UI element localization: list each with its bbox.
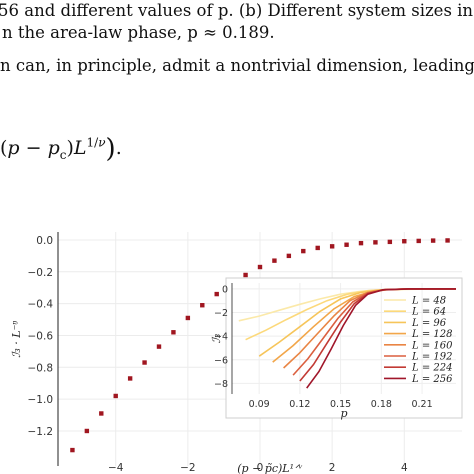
data-point <box>430 238 436 243</box>
inset-y-axis-label: ℐ₃ <box>210 334 223 344</box>
x-tick-label: 2 <box>329 462 336 474</box>
inset-x-tick-label: 0.09 <box>249 399 270 410</box>
data-point <box>243 272 248 278</box>
data-point <box>171 330 176 335</box>
y-tick-label: −0.2 <box>28 267 54 279</box>
legend-label: L = 256 <box>411 374 453 385</box>
data-point <box>329 244 335 249</box>
y-axis-label: ℐ₃ · L⁻ᵑ <box>10 320 23 358</box>
data-point <box>358 240 364 246</box>
x-axis-label: (p − p̃c)L¹ᐟᵛ <box>237 462 303 474</box>
equation-var: p <box>47 137 60 159</box>
data-point <box>387 239 393 245</box>
data-point <box>373 240 378 245</box>
data-point <box>142 360 147 365</box>
equation-var: L <box>73 137 87 159</box>
data-point <box>200 303 205 308</box>
series-line <box>306 288 456 389</box>
main-scatter-plot: −4 −2 0 2 4 0.0 −0.2 −0.4 −0.6 −0.8 −1.0 −1.2 ℐ₃ · L… <box>10 232 462 474</box>
equation-paren: ( <box>0 137 8 159</box>
inset-x-tick-label: 0.21 <box>411 399 432 410</box>
legend-label: L = 48 <box>411 296 446 307</box>
inset-x-tick-label: 0.15 <box>330 399 351 410</box>
inset-y-tick-label: −4 <box>214 332 228 343</box>
data-point <box>156 344 162 349</box>
data-point <box>127 376 133 381</box>
y-tick-label: −1.0 <box>28 394 54 406</box>
x-tick-label: 0 <box>257 462 264 474</box>
caption-line: 56 and different values of p. (b) Differ… <box>0 1 474 20</box>
data-point <box>70 447 75 453</box>
legend-label: L = 128 <box>411 329 452 340</box>
data-point <box>185 315 191 321</box>
data-point <box>286 253 292 259</box>
caption-line: n the area-law phase, p ≈ 0.189. <box>2 23 275 42</box>
data-point <box>301 248 306 254</box>
data-point <box>344 242 349 247</box>
y-tick-label: −0.6 <box>28 330 54 342</box>
data-point <box>272 258 277 263</box>
x-tick-label: −2 <box>180 462 195 474</box>
inset-y-tick-label: −8 <box>214 379 228 390</box>
inset-x-axis-label: p <box>340 407 347 420</box>
legend-label: L = 192 <box>411 352 452 363</box>
inset-x-tick-label: 0.12 <box>289 399 310 410</box>
x-tick-label: 4 <box>401 462 408 474</box>
y-tick-label: −0.8 <box>28 362 54 374</box>
inset-frame <box>225 277 463 419</box>
y-tick-label: 0.0 <box>36 235 53 247</box>
data-point <box>445 238 450 243</box>
data-point <box>84 428 90 434</box>
legend-label: L = 160 <box>411 340 453 351</box>
x-tick-label: −4 <box>108 462 124 474</box>
data-point <box>315 245 320 251</box>
y-tick-label: −0.4 <box>28 299 54 311</box>
legend-label: L = 64 <box>411 307 446 318</box>
y-tick-label: −1.2 <box>28 426 54 438</box>
inset-y-tick-label: 0 <box>222 284 228 295</box>
inset-x-tick-label: 0.18 <box>371 399 392 410</box>
data-point <box>113 393 118 399</box>
body-text-line: n can, in principle, admit a nontrivial … <box>0 56 474 75</box>
legend-label: L = 224 <box>411 363 452 374</box>
data-point <box>402 239 407 244</box>
data-point <box>257 264 263 270</box>
legend-label: L = 96 <box>411 318 447 329</box>
equation-var: p <box>7 137 20 159</box>
data-point <box>416 238 421 244</box>
data-point <box>214 291 219 297</box>
equation-fragment: (p − pc)L1/ν). <box>0 134 122 164</box>
inset-y-tick-label: −6 <box>214 355 228 366</box>
data-point <box>99 411 104 416</box>
inset-y-tick-label: −2 <box>214 308 228 319</box>
